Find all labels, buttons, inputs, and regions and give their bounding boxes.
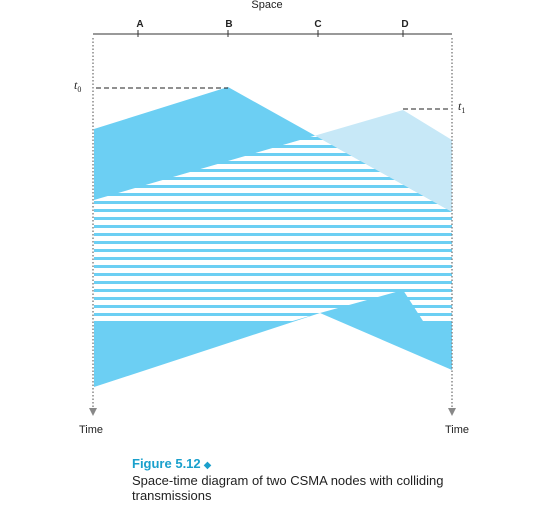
space-axis-label: Space [251, 0, 282, 11]
node-a-label: A [136, 19, 143, 30]
t1-label: t1 [458, 99, 465, 115]
time-label-right: Time [445, 424, 469, 436]
caption-text: Space-time diagram of two CSMA nodes wit… [132, 473, 444, 503]
time-label-left: Time [79, 424, 103, 436]
time-arrow-right [448, 408, 456, 416]
figure-caption: Figure 5.12 ◆ Space-time diagram of two C… [132, 456, 541, 503]
node-b-label: B [225, 19, 232, 30]
node-ticks [137, 30, 404, 37]
node-c-label: C [314, 19, 321, 30]
figure-number: Figure 5.12 [132, 456, 201, 471]
node-d-label: D [401, 19, 408, 30]
time-arrow-left [89, 408, 97, 416]
diamond-icon: ◆ [203, 460, 212, 471]
t0-label: t0 [74, 78, 81, 94]
